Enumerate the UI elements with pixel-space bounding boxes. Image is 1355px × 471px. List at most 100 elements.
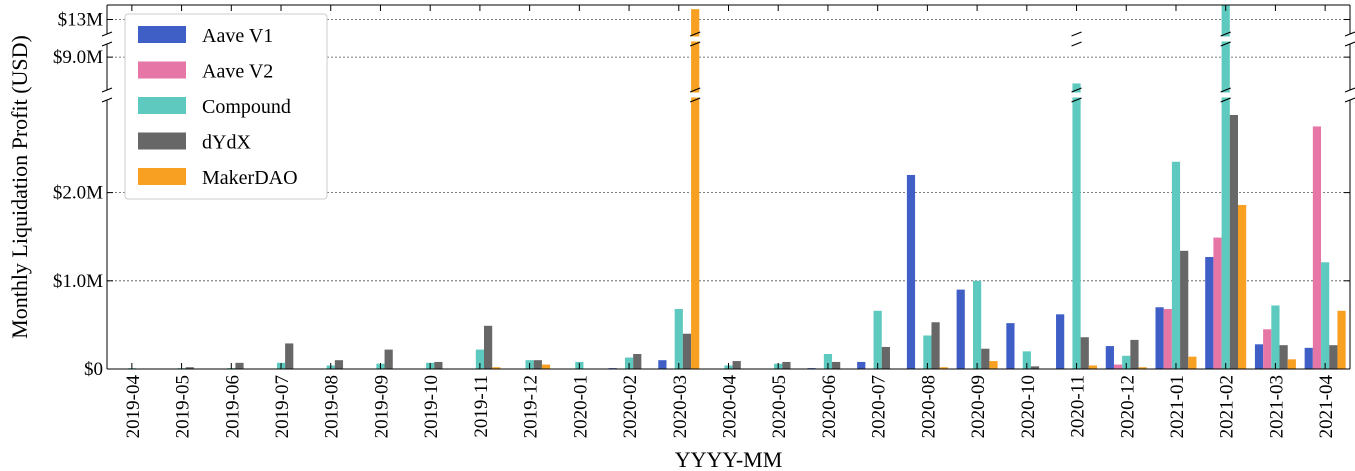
- y-tick-label: $9.0M: [53, 47, 103, 68]
- bar: [541, 364, 551, 369]
- legend-label: MakerDAO: [202, 167, 298, 189]
- axis-break-mark: [689, 97, 701, 103]
- bar: [1030, 366, 1040, 369]
- bar: [1205, 256, 1214, 369]
- legend-swatch: [138, 61, 186, 79]
- bar: [1130, 339, 1139, 369]
- bar: [185, 367, 194, 369]
- legend-label: Compound: [202, 96, 291, 118]
- x-tick-label: 2021-04: [1316, 375, 1337, 439]
- axis-break-mark: [1344, 87, 1355, 93]
- bar: [674, 309, 683, 369]
- bar: [923, 335, 932, 369]
- axis-break-mark: [1220, 41, 1231, 47]
- bar: [1138, 367, 1147, 369]
- x-tick-label: 2020-03: [670, 375, 691, 438]
- legend: Aave V1 Aave V2 Compound dYdX MakerDAO: [124, 13, 328, 200]
- x-tick-label: 2019-06: [222, 375, 243, 438]
- axis-break-mark: [1071, 41, 1082, 47]
- x-tick-label: 2020-09: [968, 375, 989, 438]
- bar: [1221, 5, 1230, 369]
- axis-break-mark: [1071, 31, 1082, 37]
- bar: [658, 360, 667, 369]
- axis-ticks: $0 $1.0M $2.0M $9.0M $13M 2019-04 2019-05 2019-…: [53, 5, 1350, 438]
- bar: [1329, 345, 1338, 369]
- y-axis-title: Monthly Liquidation Profit (USD): [7, 35, 32, 339]
- bar: [492, 367, 501, 369]
- legend-label: Aave V1: [202, 25, 273, 47]
- y-tick-label: $2.0M: [53, 183, 103, 204]
- bar: [1238, 204, 1247, 369]
- legend-label: Aave V2: [202, 61, 273, 83]
- axis-break-mark: [1071, 87, 1082, 93]
- bar: [1072, 83, 1081, 369]
- x-tick-label: 2021-02: [1217, 375, 1238, 438]
- bar: [1080, 337, 1089, 369]
- bar: [691, 9, 700, 370]
- x-tick-label: 2020-10: [1018, 375, 1039, 438]
- bar: [1279, 345, 1288, 369]
- bar: [973, 280, 982, 369]
- bar: [1006, 323, 1015, 369]
- bar: [285, 343, 294, 369]
- bar: [881, 346, 890, 369]
- bar: [533, 360, 542, 369]
- bar: [1122, 355, 1131, 369]
- bar: [475, 349, 484, 369]
- gridlines: [107, 19, 1350, 282]
- x-tick-label: 2019-08: [322, 375, 343, 438]
- legend-swatch: [138, 168, 186, 185]
- axis-break-mark: [689, 87, 701, 93]
- bar: [1229, 114, 1238, 370]
- x-tick-label: 2020-07: [869, 375, 890, 438]
- bar: [1312, 126, 1322, 369]
- bar: [1188, 356, 1197, 369]
- bar: [1321, 262, 1330, 369]
- bar: [981, 348, 990, 369]
- bar: [732, 361, 741, 369]
- bar: [1287, 359, 1296, 369]
- axis-break-gap: [108, 36, 1349, 42]
- x-tick-label: 2020-04: [720, 375, 741, 439]
- bar: [1254, 344, 1264, 369]
- x-tick-label: 2019-10: [421, 375, 442, 438]
- bar: [1304, 347, 1313, 369]
- axis-break-mark: [1220, 31, 1231, 37]
- bar: [873, 310, 882, 369]
- x-tick-label: 2021-03: [1266, 375, 1287, 438]
- bar: [1271, 305, 1280, 369]
- x-axis-title: YYYY-MM: [675, 447, 783, 471]
- legend-swatch: [138, 97, 186, 114]
- axis-break-mark: [1220, 97, 1231, 103]
- y-tick-label: $13M: [58, 10, 104, 31]
- axis-break-mark: [689, 41, 701, 47]
- legend-label: dYdX: [202, 132, 251, 154]
- axis-break-mark: [101, 97, 113, 103]
- axis-break-mark: [1344, 97, 1355, 103]
- bar: [1088, 365, 1098, 369]
- x-tick-label: 2019-04: [123, 375, 144, 439]
- x-tick-label: 2019-09: [371, 375, 392, 438]
- bar: [989, 361, 998, 369]
- bar: [434, 361, 443, 369]
- axis-break-mark: [1344, 31, 1355, 37]
- axis-break-mark: [1220, 87, 1231, 93]
- axis-break-mark: [101, 31, 113, 37]
- bar: [682, 333, 692, 369]
- axis-break-mark: [1344, 41, 1355, 47]
- x-tick-label: 2019-05: [173, 375, 194, 438]
- x-tick-label: 2020-12: [1117, 375, 1138, 438]
- bar: [235, 362, 244, 369]
- x-tick-label: 2020-06: [819, 375, 840, 438]
- bar: [1105, 346, 1114, 369]
- x-tick-label: 2021-01: [1167, 375, 1188, 438]
- x-tick-label: 2020-11: [1068, 375, 1089, 438]
- bar: [832, 361, 841, 369]
- axis-break-mark: [1071, 97, 1082, 103]
- y-tick-label: $0: [84, 359, 103, 380]
- x-tick-label: 2020-05: [769, 375, 790, 438]
- bar: [1022, 351, 1031, 369]
- bar: [782, 361, 791, 369]
- bar: [931, 322, 940, 369]
- bar: [633, 354, 642, 369]
